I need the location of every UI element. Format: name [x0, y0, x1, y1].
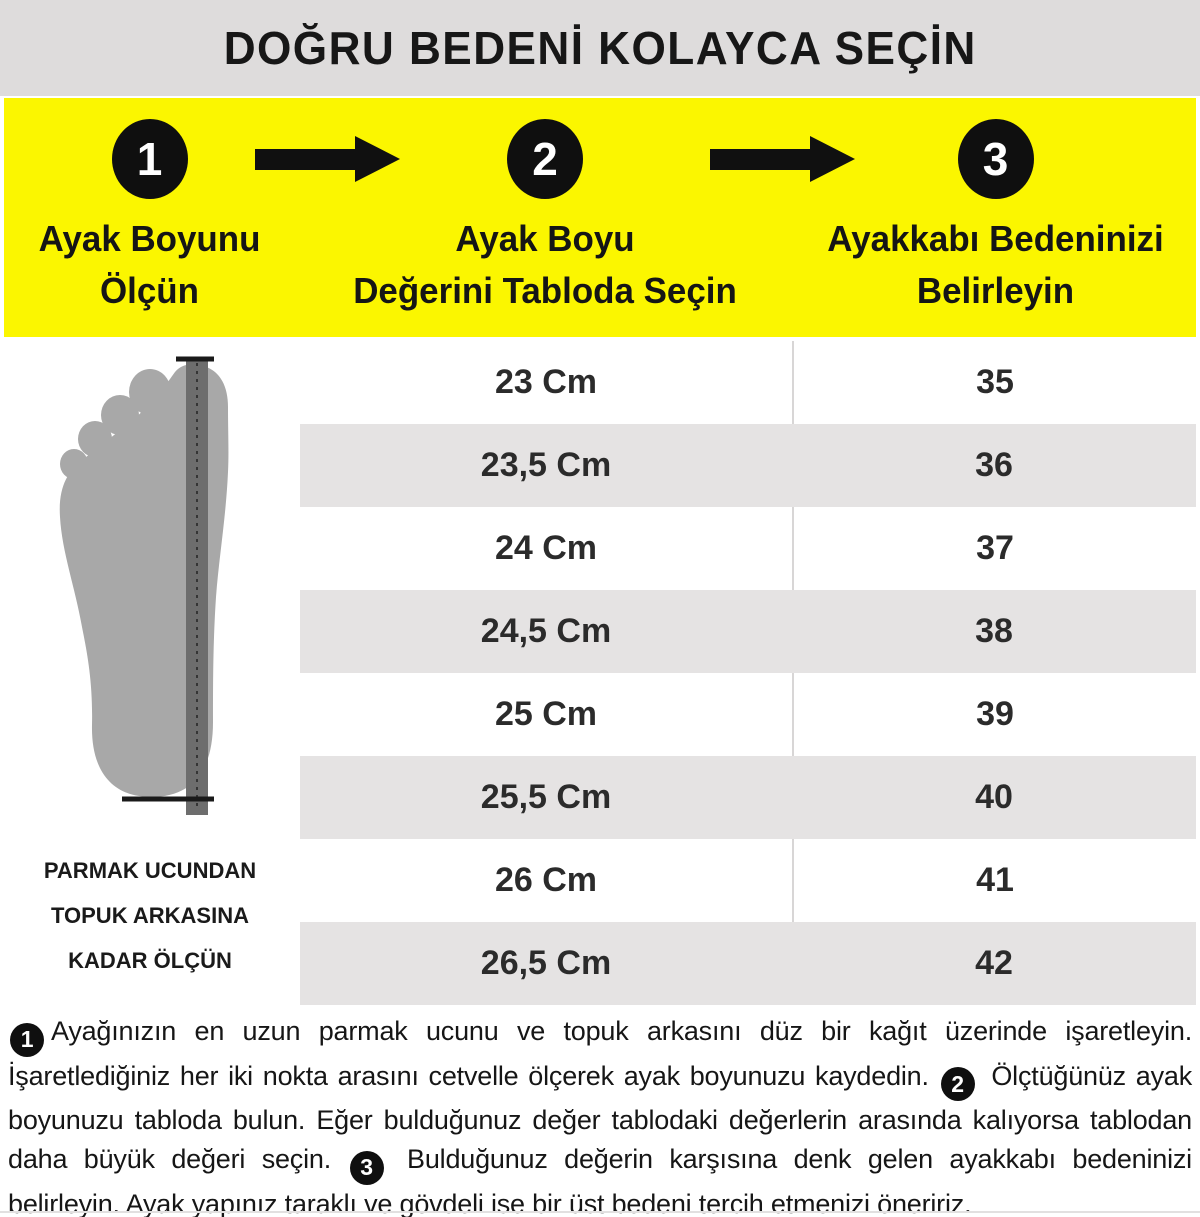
- step-3-label-line2: Belirleyin: [916, 270, 1075, 311]
- table-row: 23,5 Cm 36: [300, 424, 1196, 507]
- step-1-number-badge: 1: [111, 119, 188, 199]
- arrow-right-icon: [710, 136, 855, 182]
- table-row: 26 Cm 41: [300, 839, 1196, 922]
- step-3-number-badge: 3: [957, 119, 1034, 199]
- step-3-label-line1: Ayakkabı Bedeninizi: [827, 218, 1164, 259]
- size-table: 23 Cm 35 23,5 Cm 36 24 Cm 37 24,5 Cm 38 …: [300, 341, 1196, 1005]
- caption-line-1: PARMAK UCUNDAN: [43, 858, 257, 883]
- shoe-size-cell: 35: [976, 363, 1014, 401]
- step-2-label: Ayak Boyu Değerini Tabloda Seçin: [303, 213, 788, 317]
- shoe-size-cell: 41: [976, 861, 1014, 899]
- shoe-size-cell: 38: [975, 612, 1013, 650]
- instruction-step-badge: 1: [10, 1022, 44, 1057]
- foot-measure-illustration: [59, 356, 229, 815]
- step-3-label: Ayakkabı Bedeninizi Belirleyin: [801, 213, 1190, 317]
- steps-band: 1 Ayak Boyunu Ölçün 2 Ayak Boyu Değerini…: [4, 98, 1196, 337]
- step-1-label-line2: Ölçün: [100, 270, 199, 311]
- foot-length-cell: 24,5 Cm: [480, 612, 612, 650]
- step-1-label: Ayak Boyunu Ölçün: [8, 213, 290, 317]
- foot-diagram: PARMAK UCUNDAN TOPUK ARKASINA KADAR ÖLÇÜ…: [0, 337, 300, 1007]
- caption-line-3: KADAR ÖLÇÜN: [68, 948, 232, 973]
- foot-length-cell: 25 Cm: [300, 673, 794, 756]
- foot-length-cell: 25,5 Cm: [480, 778, 612, 816]
- foot-length-cell: 23 Cm: [300, 341, 794, 424]
- bottom-divider: [0, 1211, 1200, 1213]
- step-2-number-badge: 2: [507, 119, 583, 199]
- table-row: 25 Cm 39: [300, 673, 1196, 756]
- instruction-step-badge: 2: [940, 1067, 975, 1101]
- table-row: 24 Cm 37: [300, 507, 1196, 590]
- measurement-caption: PARMAK UCUNDAN TOPUK ARKASINA KADAR ÖLÇÜ…: [0, 848, 300, 983]
- step-2: 2 Ayak Boyu Değerini Tabloda Seçin: [295, 98, 795, 337]
- step-2-label-line1: Ayak Boyu: [455, 218, 635, 259]
- step-2-label-line2: Değerini Tabloda Seçin: [353, 270, 737, 311]
- caption-line-2: TOPUK ARKASINA: [50, 903, 249, 928]
- step-1-label-line1: Ayak Boyunu: [38, 218, 261, 259]
- instructions-text: 1 Ayağınızın en uzun parmak ucunu ve topu…: [8, 1016, 1192, 1217]
- arrow-right-icon: [255, 136, 400, 182]
- foot-length-cell: 26 Cm: [300, 839, 794, 922]
- shoe-size-cell: 36: [975, 446, 1013, 484]
- header: DOĞRU BEDENİ KOLAYCA SEÇİN: [0, 0, 1200, 96]
- shoe-size-cell: 37: [976, 529, 1014, 567]
- instruction-step-badge: 3: [349, 1150, 384, 1185]
- ruler-icon: [122, 356, 214, 815]
- table-row: 25,5 Cm 40: [300, 756, 1196, 839]
- table-row: 26,5 Cm 42: [300, 922, 1196, 1005]
- shoe-size-cell: 42: [975, 944, 1013, 982]
- step-3: 3 Ayakkabı Bedeninizi Belirleyin: [795, 98, 1196, 337]
- foot-length-cell: 26,5 Cm: [480, 944, 612, 982]
- shoe-size-cell: 39: [976, 695, 1014, 733]
- foot-length-cell: 24 Cm: [300, 507, 794, 590]
- page-title: DOĞRU BEDENİ KOLAYCA SEÇİN: [223, 22, 977, 74]
- table-row: 23 Cm 35: [300, 341, 1196, 424]
- shoe-size-cell: 40: [975, 778, 1013, 816]
- foot-length-cell: 23,5 Cm: [480, 446, 612, 484]
- table-row: 24,5 Cm 38: [300, 590, 1196, 673]
- step-1: 1 Ayak Boyunu Ölçün: [4, 98, 295, 337]
